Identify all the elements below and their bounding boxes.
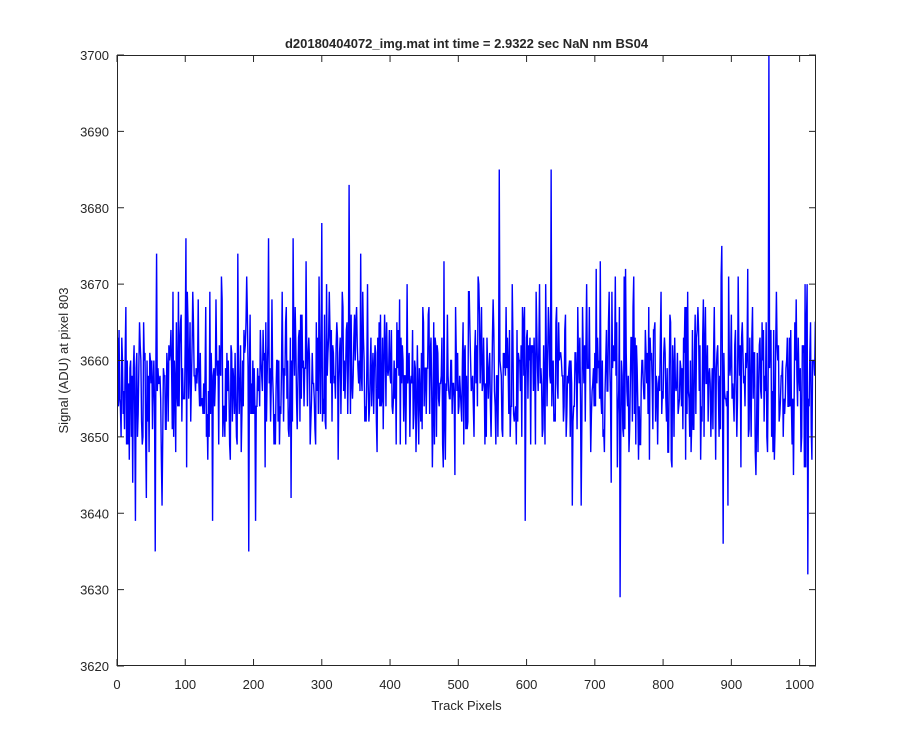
- series-line: [117, 55, 816, 598]
- x-tick-label: 1000: [785, 677, 814, 692]
- y-tick-label: 3660: [80, 354, 109, 369]
- y-tick-label: 3700: [80, 48, 109, 63]
- x-tick-label: 0: [113, 677, 120, 692]
- x-tick-label: 500: [447, 677, 469, 692]
- x-tick-label: 700: [584, 677, 606, 692]
- y-tick-label: 3640: [80, 506, 109, 521]
- y-tick-label: 3680: [80, 201, 109, 216]
- y-tick-label: 3630: [80, 583, 109, 598]
- x-axis: 0 100 200 300 400 500 600 700 800 900 1000: [113, 55, 814, 692]
- x-tick-label: 300: [311, 677, 333, 692]
- x-tick-label: 400: [379, 677, 401, 692]
- y-tick-label: 3690: [80, 124, 109, 139]
- chart-title: d20180404072_img.mat int time = 2.9322 s…: [285, 36, 649, 51]
- y-tick-label: 3650: [80, 430, 109, 445]
- x-tick-label: 100: [174, 677, 196, 692]
- x-tick-label: 600: [516, 677, 538, 692]
- x-tick-label: 900: [721, 677, 743, 692]
- series-layer: [117, 55, 816, 598]
- y-tick-label: 3620: [80, 659, 109, 674]
- x-tick-label: 800: [652, 677, 674, 692]
- y-tick-label: 3670: [80, 277, 109, 292]
- x-axis-label: Track Pixels: [431, 698, 502, 713]
- y-axis-label: Signal (ADU) at pixel 803: [56, 288, 71, 434]
- x-tick-label: 200: [243, 677, 265, 692]
- y-axis: 3620 3630 3640 3650 3660 3670 3680 3690 3700: [80, 48, 816, 674]
